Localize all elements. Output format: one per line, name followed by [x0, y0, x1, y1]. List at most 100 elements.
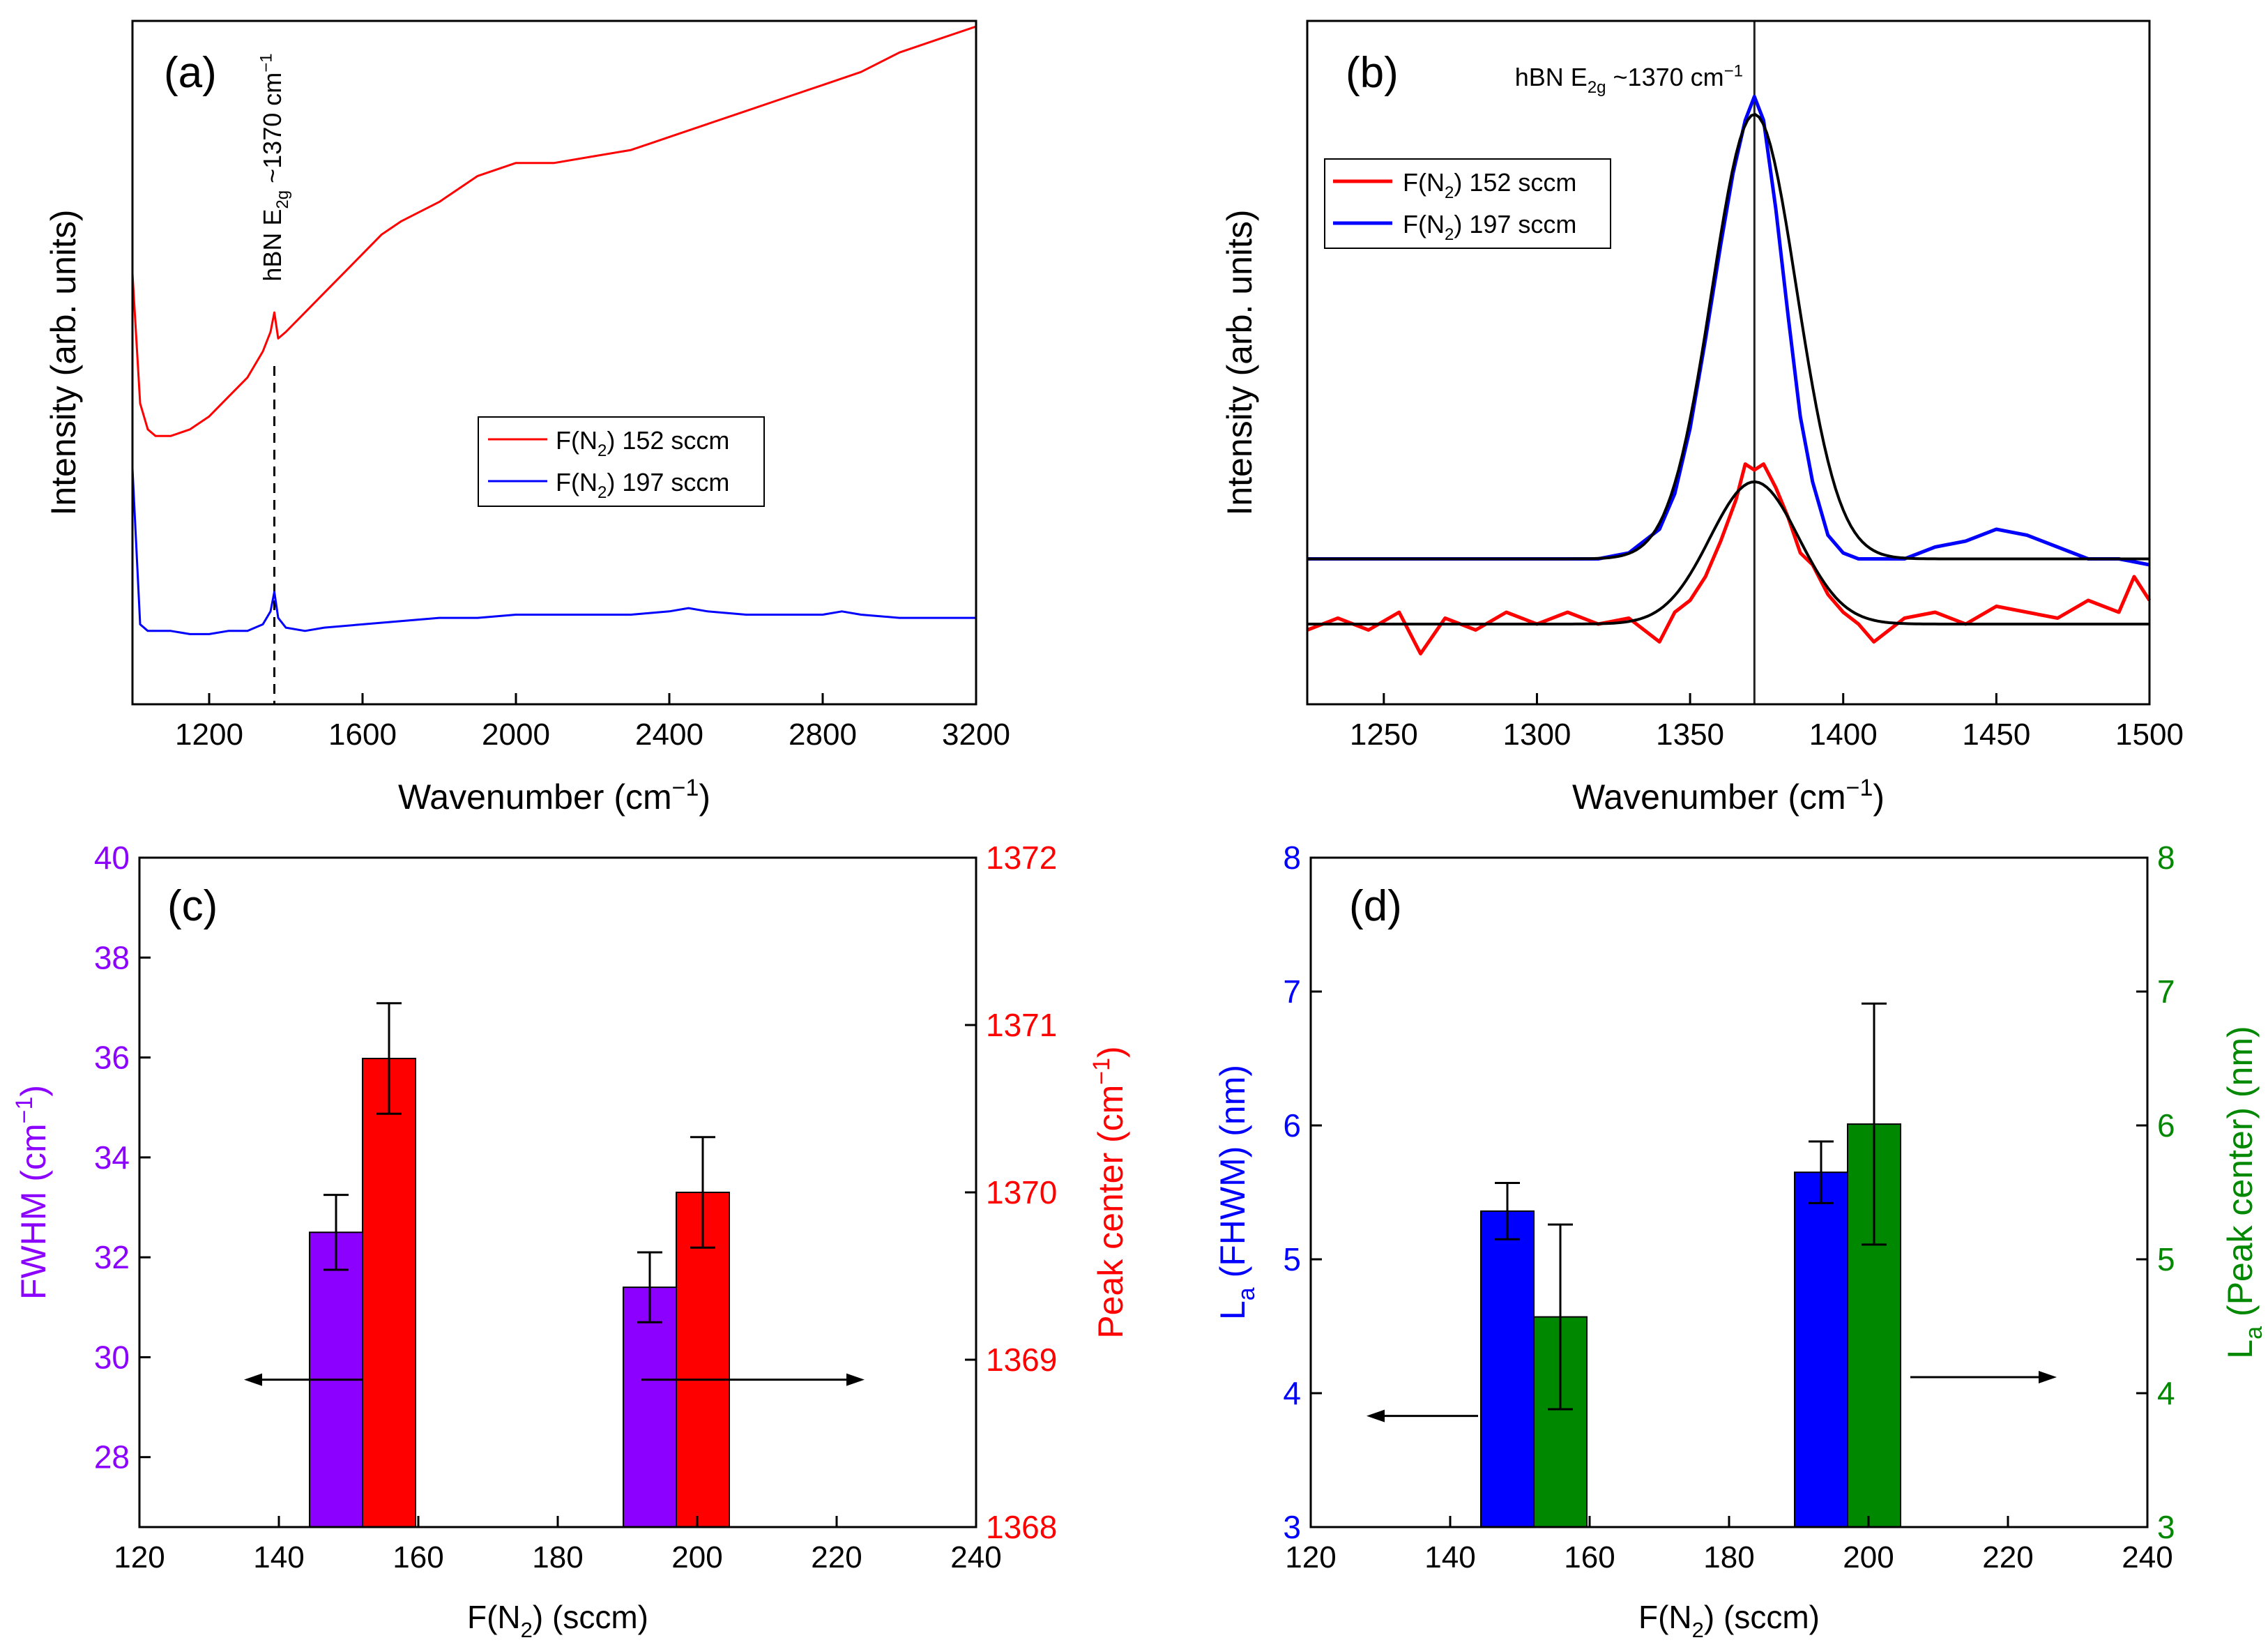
fit-curve-2: [1307, 480, 2149, 625]
panel-b-legend-label-152: F(N2) 152 sccm: [1403, 168, 1576, 202]
text-run: F(N: [1403, 168, 1445, 197]
text-run: F(N: [1638, 1599, 1692, 1635]
text-run: ) (sccm): [533, 1599, 648, 1635]
x-tick-label-240: 240: [2122, 1540, 2172, 1574]
x-tick-label-1250: 1250: [1350, 718, 1418, 752]
panel-a-x-axis-label: Wavenumber (cm−1): [398, 775, 710, 817]
panel-c-right-axis-label: Peak center (cm−1): [1088, 1046, 1130, 1338]
left-tick-label-34: 34: [94, 1139, 130, 1176]
text-run: −1: [1724, 61, 1743, 80]
panel-c-frame: [138, 856, 977, 1528]
left-tick-label-36: 36: [94, 1040, 130, 1076]
x-tick-label-220: 220: [811, 1540, 862, 1574]
panel-a: 1200 1600 2000 2400 2800 3200 (a) Wavenumber …: [44, 20, 1010, 817]
x-tick-label-1300: 1300: [1503, 718, 1571, 752]
text-run: F(N: [556, 426, 598, 455]
text-run: −1: [672, 775, 699, 801]
left-tick-label-30: 30: [94, 1339, 130, 1375]
right-tick-label-7: 7: [2157, 973, 2175, 1010]
panel-a-legend-label-152: F(N2) 152 sccm: [556, 426, 729, 460]
x-tick-label-1600: 1600: [328, 718, 397, 752]
axis-arrow-head-1: [846, 1373, 865, 1386]
x-tick-label-140: 140: [253, 1540, 304, 1574]
x-tick-label-1400: 1400: [1809, 718, 1878, 752]
text-run: −1: [1846, 775, 1873, 801]
panel-b-y-axis-label: Intensity (arb. units): [1220, 209, 1259, 515]
axis-arrow-head-0: [1367, 1409, 1385, 1422]
text-run: −1: [11, 1097, 38, 1124]
panel-b: 1250 1300 1350 1400 1450 1500 (b) Wavenumber …: [1220, 20, 2184, 817]
text-run: L: [1213, 1300, 1252, 1320]
right-tick-label-3: 3: [2157, 1509, 2175, 1545]
text-run: ~1370 cm: [258, 73, 287, 190]
panel-c: 120 140 160 180 200 220 240 28 30 32 34 36 38 40 1368 1…: [11, 840, 1130, 1642]
right-tick-label-1372: 1372: [986, 840, 1057, 876]
right-tick-label-6: 6: [2157, 1107, 2175, 1144]
right-tick-label-1371: 1371: [986, 1007, 1057, 1043]
x-tick-label-140: 140: [1424, 1540, 1475, 1574]
text-run: 2: [598, 483, 607, 502]
panel-d-label: (d): [1349, 882, 1402, 930]
text-run: (FHWM) (nm): [1213, 1065, 1252, 1287]
text-run: ): [1873, 777, 1885, 817]
panel-d-right-axis-label: La (Peak center) (nm): [2221, 1026, 2267, 1358]
panel-d-x-axis-label: F(N2) (sccm): [1638, 1599, 1820, 1642]
bar-left-197: [623, 1287, 677, 1528]
fit-curve-3: [1307, 112, 2149, 561]
text-run: ): [699, 777, 710, 817]
panel-a-y-axis-label: Intensity (arb. units): [44, 209, 83, 515]
left-tick-label-32: 32: [94, 1239, 130, 1275]
text-run: F(N: [467, 1599, 521, 1635]
axis-arrow-head-0: [244, 1373, 262, 1386]
left-tick-label-3: 3: [1283, 1509, 1301, 1545]
text-run: L: [2221, 1339, 2260, 1359]
x-tick-label-240: 240: [950, 1540, 1001, 1574]
panel-b-label: (b): [1346, 49, 1399, 97]
x-tick-label-2400: 2400: [635, 718, 703, 752]
panel-c-label: (c): [167, 882, 218, 930]
series-line-197-sccm: [131, 468, 976, 635]
text-run: Peak center (cm: [1091, 1085, 1130, 1339]
left-tick-label-5: 5: [1283, 1241, 1301, 1277]
text-run: 2: [521, 1618, 533, 1642]
text-run: ~1370 cm: [1606, 63, 1724, 91]
left-tick-label-40: 40: [94, 840, 130, 876]
x-tick-label-1200: 1200: [175, 718, 243, 752]
text-run: 2: [1692, 1618, 1704, 1642]
panel-b-legend-box: [1324, 158, 1611, 249]
right-tick-label-8: 8: [2157, 840, 2175, 876]
left-tick-label-4: 4: [1283, 1375, 1301, 1411]
panel-a-peak-annotation: hBN E2g ~1370 cm−1: [257, 53, 292, 281]
x-tick-label-160: 160: [393, 1540, 443, 1574]
left-tick-label-6: 6: [1283, 1107, 1301, 1144]
right-tick-label-5: 5: [2157, 1241, 2175, 1277]
right-tick-label-1369: 1369: [986, 1342, 1057, 1378]
x-tick-label-180: 180: [1703, 1540, 1754, 1574]
panel-b-x-axis-label: Wavenumber (cm−1): [1572, 775, 1885, 817]
left-tick-label-28: 28: [94, 1439, 130, 1475]
text-run: hBN E: [258, 209, 287, 282]
x-tick-label-1500: 1500: [2115, 718, 2184, 752]
text-run: a: [2241, 1326, 2267, 1339]
text-run: ) 152 sccm: [607, 426, 729, 455]
panel-a-legend-box: [478, 416, 765, 507]
x-tick-label-1450: 1450: [1962, 718, 2030, 752]
panel-c-left-axis-label: FWHM (cm−1): [11, 1085, 53, 1300]
x-tick-label-200: 200: [671, 1540, 722, 1574]
panel-a-label: (a): [164, 49, 217, 97]
x-tick-label-160: 160: [1564, 1540, 1615, 1574]
text-run: 2g: [273, 190, 292, 209]
series-line-152-sccm: [131, 25, 977, 437]
text-run: F(N: [1403, 210, 1445, 238]
left-tick-label-38: 38: [94, 939, 130, 976]
panel-b-legend: F(N2) 152 sccm F(N2) 197 sccm: [1324, 158, 1611, 249]
text-run: 2: [1445, 225, 1454, 244]
x-tick-label-2800: 2800: [789, 718, 857, 752]
x-tick-label-180: 180: [532, 1540, 583, 1574]
x-tick-label-120: 120: [1285, 1540, 1336, 1574]
x-tick-label-200: 200: [1843, 1540, 1894, 1574]
panel-b-frame: [1306, 20, 2151, 706]
